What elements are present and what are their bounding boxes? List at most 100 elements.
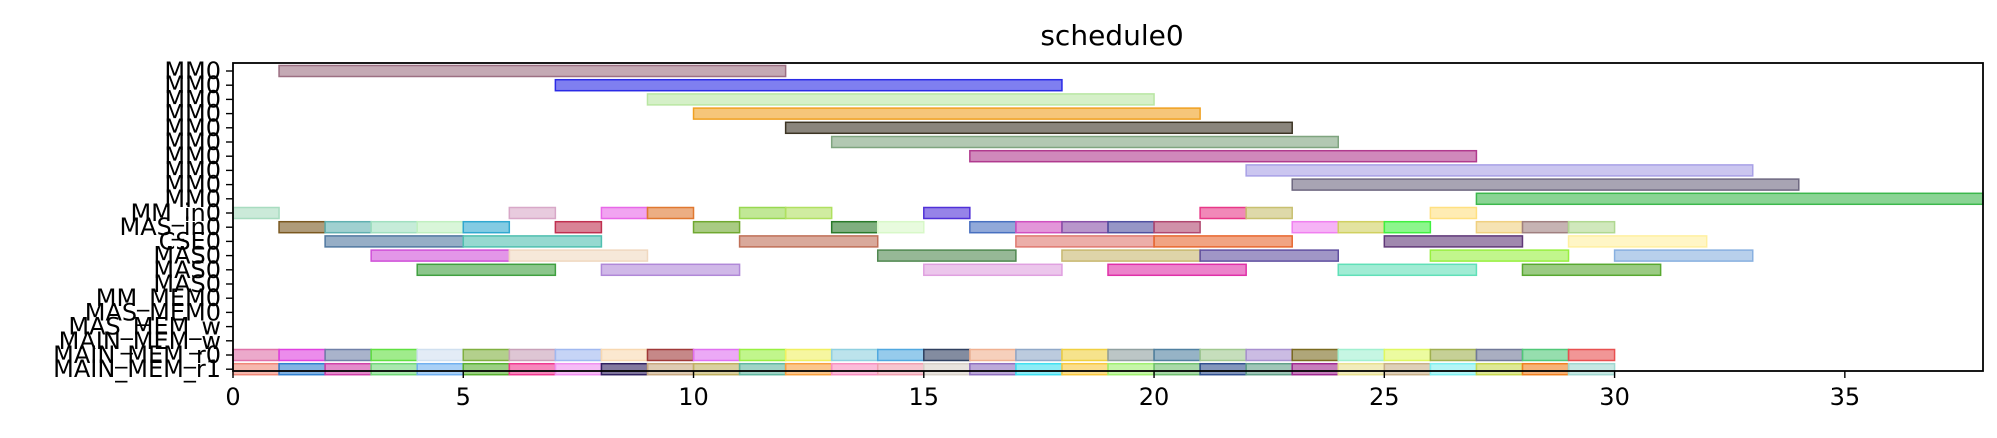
- row-label: MAS0: [153, 270, 221, 298]
- task-bar: [923, 362, 971, 376]
- task-bar: [876, 249, 1017, 262]
- task-bar: [1153, 235, 1293, 248]
- task-bar: [1015, 348, 1063, 362]
- row-label: MAS0: [153, 242, 221, 270]
- task-bar: [278, 220, 326, 234]
- task-bar: [324, 235, 465, 248]
- task-bar: [1613, 249, 1754, 262]
- task-bar: [232, 348, 280, 362]
- task-bar: [1521, 220, 1570, 234]
- task-bar: [462, 362, 511, 376]
- chart-title: schedule0: [1040, 19, 1183, 52]
- task-bar: [1199, 206, 1247, 220]
- task-bar: [876, 220, 925, 234]
- task-bar: [232, 206, 280, 220]
- task-bar: [1245, 164, 1754, 177]
- row-label: MM0: [164, 57, 221, 85]
- row-label: MM0: [164, 114, 221, 142]
- task-bar: [1107, 362, 1155, 376]
- task-bar: [1015, 235, 1155, 248]
- task-bar: [1429, 362, 1478, 376]
- task-bar: [278, 64, 787, 78]
- task-bar: [830, 362, 879, 376]
- task-bar: [1245, 362, 1293, 376]
- x-tick-label: 25: [1369, 383, 1400, 411]
- task-bar: [1291, 348, 1340, 362]
- task-bar: [1475, 362, 1524, 376]
- task-bar: [1521, 348, 1570, 362]
- task-bar: [278, 348, 326, 362]
- task-bar: [923, 348, 971, 362]
- task-bar: [646, 362, 695, 376]
- task-bar: [416, 362, 465, 376]
- x-tick-label: 35: [1830, 383, 1861, 411]
- task-bar: [1429, 206, 1478, 220]
- task-bar: [1337, 348, 1386, 362]
- task-bar: [1567, 235, 1708, 248]
- task-bar: [1383, 220, 1432, 234]
- task-bar: [646, 348, 695, 362]
- task-bar: [554, 362, 603, 376]
- task-bar: [1383, 348, 1432, 362]
- task-bar: [1015, 362, 1063, 376]
- x-axis-ticks: 0 5 10 15 20 25 30 35: [225, 371, 1860, 411]
- task-bar: [1567, 362, 1616, 376]
- row-label: MAS_MEM0: [85, 298, 221, 326]
- task-bar: [923, 263, 1063, 277]
- task-bar: [692, 107, 1201, 120]
- task-bar: [370, 220, 418, 234]
- task-bar: [1475, 348, 1524, 362]
- task-bar: [1061, 249, 1201, 262]
- row-label: MAS_in0: [119, 213, 221, 241]
- x-tick-label: 30: [1599, 383, 1630, 411]
- row-label: MM0: [164, 171, 221, 199]
- task-bar: [462, 235, 603, 248]
- row-label: MM_MEM0: [96, 284, 221, 312]
- task-bar: [738, 235, 879, 248]
- plot-frame: [232, 62, 1984, 372]
- x-tick-label: 15: [909, 383, 940, 411]
- task-bar: [1337, 362, 1386, 376]
- row-label: MAIN_MEM_w: [59, 327, 221, 355]
- row-label: MM0: [164, 85, 221, 113]
- row-labels: MM0MM0MM0MM0MM0MM0MM0MM0MM0MM0MM_in0MAS_…: [53, 57, 233, 383]
- task-bar: [1383, 362, 1432, 376]
- task-bar: [416, 263, 557, 277]
- task-bar: [738, 362, 787, 376]
- task-bar: [1107, 220, 1155, 234]
- task-bar: [692, 362, 741, 376]
- task-bar: [646, 93, 1155, 106]
- row-label: CSE0: [159, 227, 221, 255]
- task-bar: [784, 206, 833, 220]
- task-bar: [1475, 220, 1524, 234]
- task-bar: [1107, 263, 1247, 277]
- row-label: MAS_MEM_w: [68, 313, 221, 341]
- task-bar: [1567, 348, 1616, 362]
- task-bar: [646, 206, 695, 220]
- task-bar: [969, 362, 1017, 376]
- task-bar: [508, 348, 557, 362]
- row-label: MM0: [164, 156, 221, 184]
- task-bar: [1521, 263, 1662, 277]
- task-bar: [554, 78, 1063, 92]
- x-tick-label: 20: [1139, 383, 1170, 411]
- x-tick-label: 10: [678, 383, 709, 411]
- task-bar: [1291, 220, 1340, 234]
- task-bar: [1061, 220, 1109, 234]
- row-label: MM0: [164, 71, 221, 99]
- task-bar: [738, 206, 787, 220]
- task-bar: [784, 121, 1293, 135]
- task-bar: [1199, 362, 1247, 376]
- row-label: MM0: [164, 142, 221, 170]
- task-bar: [876, 362, 925, 376]
- task-bar: [1061, 348, 1109, 362]
- task-bar: [1199, 348, 1247, 362]
- task-bar: [830, 220, 879, 234]
- x-tick-label: 5: [456, 383, 471, 411]
- task-bar: [416, 220, 465, 234]
- task-bar: [1153, 348, 1201, 362]
- row-label: MM0: [164, 100, 221, 128]
- task-bar: [1429, 249, 1570, 262]
- task-bar: [1245, 206, 1293, 220]
